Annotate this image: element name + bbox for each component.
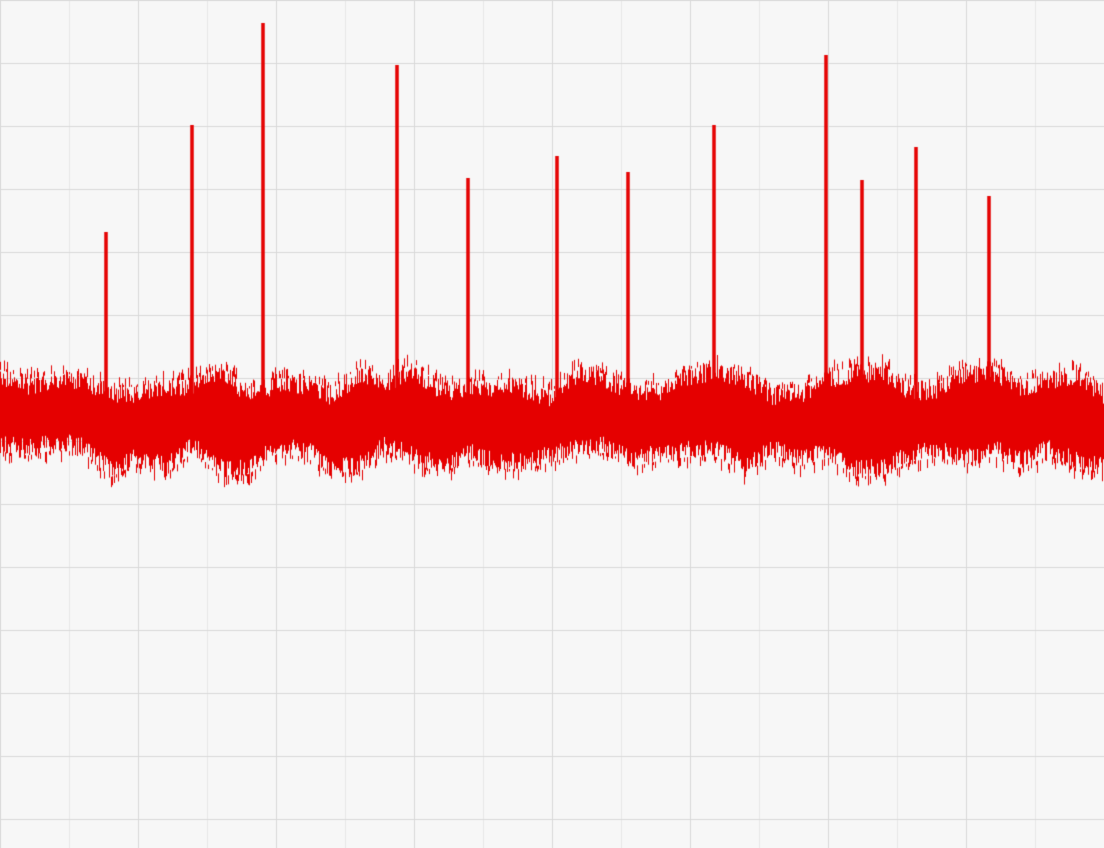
signal-chart [0, 0, 1104, 848]
